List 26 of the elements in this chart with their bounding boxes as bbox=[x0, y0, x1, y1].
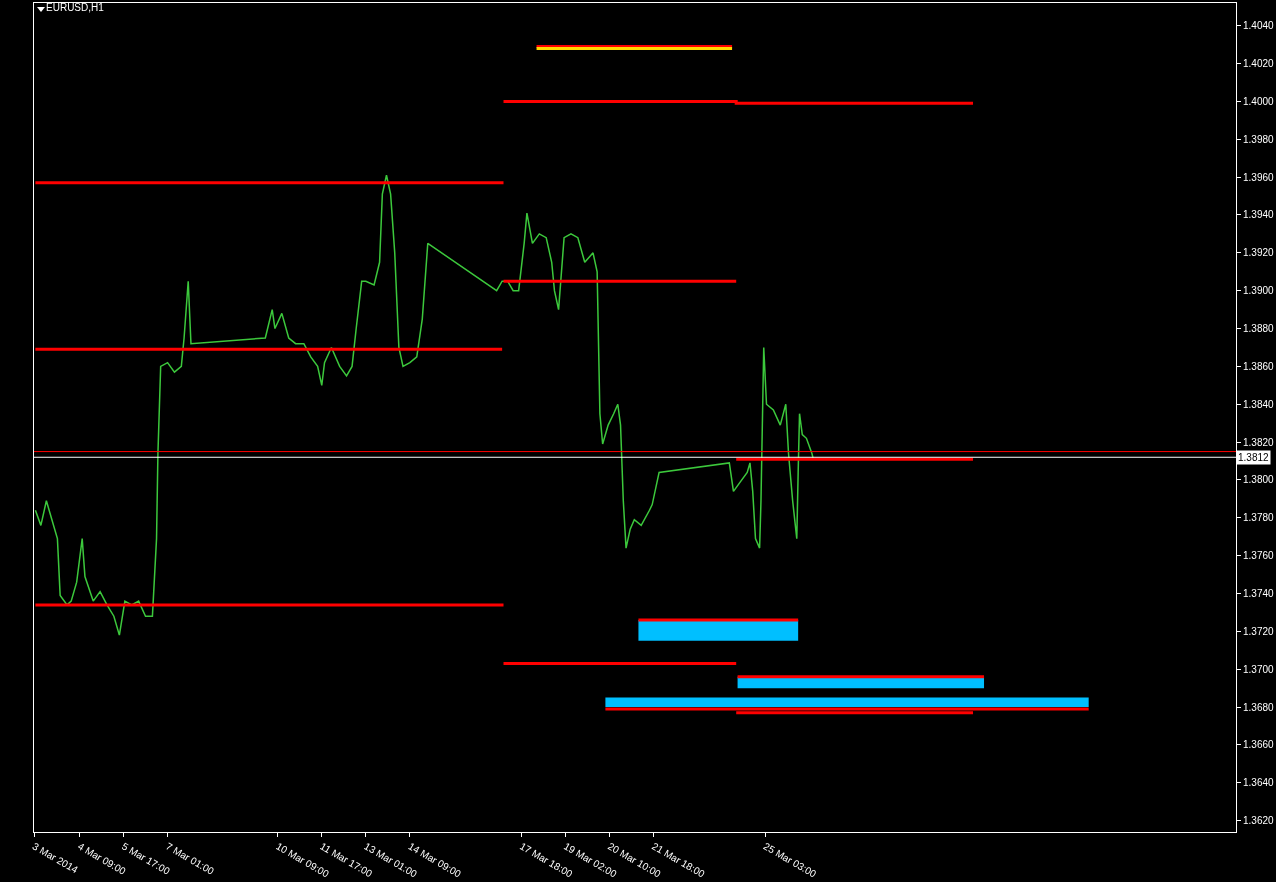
y-tick-label: 1.3840 bbox=[1243, 398, 1275, 410]
y-tick-label: 1.3860 bbox=[1243, 360, 1275, 372]
y-tick-label: 1.3920 bbox=[1243, 247, 1275, 259]
y-tick-label: 1.4040 bbox=[1243, 20, 1275, 32]
y-tick-label: 1.3620 bbox=[1243, 815, 1275, 827]
y-tick-label: 1.3940 bbox=[1243, 209, 1275, 221]
y-tick-label: 1.3720 bbox=[1243, 625, 1275, 637]
y-tick-label: 1.3780 bbox=[1243, 512, 1275, 524]
y-tick-label: 1.3980 bbox=[1243, 133, 1275, 145]
y-tick-label: 1.3660 bbox=[1243, 739, 1275, 751]
y-tick-label: 1.3700 bbox=[1243, 663, 1275, 675]
y-tick-label: 1.3800 bbox=[1243, 474, 1275, 486]
y-tick-label: 1.4020 bbox=[1243, 58, 1275, 70]
line-series bbox=[34, 174, 815, 636]
y-tick-label: 1.3900 bbox=[1243, 285, 1275, 297]
y-tick-label: 1.3640 bbox=[1243, 777, 1275, 789]
x-tick-label: 25 Mar 03:00 bbox=[761, 840, 819, 880]
chart-title: EURUSD,H1 bbox=[46, 2, 105, 14]
ref-line-label: 1.3812 bbox=[1238, 452, 1270, 463]
y-tick-label: 1.4000 bbox=[1243, 95, 1275, 107]
y-tick-label: 1.3760 bbox=[1243, 550, 1275, 562]
y-tick-label: 1.3820 bbox=[1243, 436, 1275, 448]
y-tick-label: 1.3740 bbox=[1243, 588, 1275, 600]
y-tick-label: 1.3680 bbox=[1243, 701, 1275, 713]
y-tick-label: 1.3960 bbox=[1243, 171, 1275, 183]
y-tick-label: 1.3880 bbox=[1243, 323, 1275, 335]
